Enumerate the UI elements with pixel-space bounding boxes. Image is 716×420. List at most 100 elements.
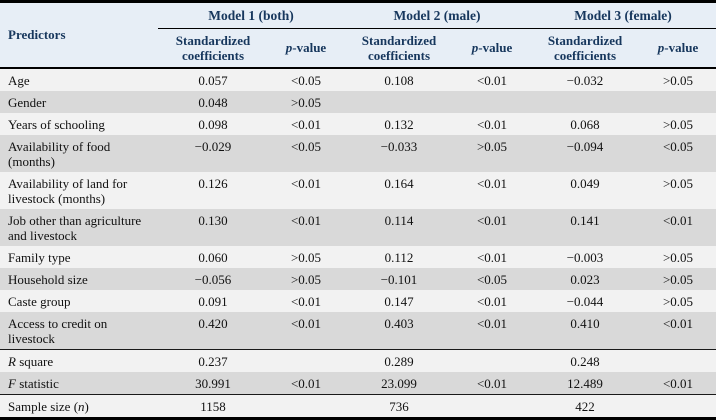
value-cell: 0.130 — [198, 213, 228, 228]
value-cell: 0.112 — [384, 250, 414, 265]
value-cell: <0.01 — [476, 294, 508, 309]
value-cell — [454, 394, 531, 419]
value-cell: 0.098 — [198, 117, 228, 132]
value-cell: 736 — [344, 394, 454, 419]
value-cell: 0.049 — [570, 176, 600, 191]
table-row: R square 0.237 0.289 0.248 — [0, 349, 716, 372]
value-cell: 0.420 — [198, 316, 228, 331]
value-cell: 422 — [530, 394, 641, 419]
value-cell: <0.01 — [476, 73, 508, 88]
value-cell: −0.044 — [566, 294, 604, 309]
table-row: Age 0.057 <0.05 0.108 <0.01 −0.032 >0.05 — [0, 68, 716, 91]
model2-header: Model 2 (male) — [344, 1, 531, 29]
value-cell: >0.05 — [662, 73, 694, 88]
predictors-column-header: Predictors — [0, 1, 158, 69]
predictor-label: Caste group — [8, 294, 71, 309]
value-cell — [454, 349, 531, 372]
value-cell: 0.248 — [530, 349, 641, 372]
value-cell — [268, 394, 344, 419]
value-cell — [640, 349, 716, 372]
value-cell — [268, 349, 344, 372]
table-row: Sample size (n) 1158 736 422 — [0, 394, 716, 419]
table-row: Job other than agriculture and livestock… — [0, 209, 716, 246]
model-header-row: Predictors Model 1 (both) Model 2 (male)… — [0, 1, 716, 69]
value-cell: −0.032 — [566, 73, 604, 88]
value-cell: 0.114 — [384, 213, 414, 228]
value-cell: <0.01 — [476, 250, 508, 265]
value-cell — [530, 91, 640, 113]
predictor-label: R square — [0, 349, 158, 372]
value-cell: 12.489 — [567, 376, 603, 391]
value-cell: <0.01 — [662, 213, 694, 228]
predictor-label: Sample size (n) — [0, 394, 158, 419]
table-row: Availability of land for livestock (mont… — [0, 172, 716, 209]
model3-pvalue-header: p-value — [640, 28, 716, 69]
value-cell: −0.101 — [380, 272, 418, 287]
value-cell — [454, 91, 530, 113]
predictor-label: F statistic — [8, 376, 59, 391]
value-cell: 0.403 — [384, 316, 414, 331]
table-row: Years of schooling 0.098 <0.01 0.132 <0.01 0.… — [0, 113, 716, 135]
value-cell: >0.05 — [662, 294, 694, 309]
value-cell: >0.05 — [662, 176, 694, 191]
table-row: Household size −0.056 >0.05 −0.101 <0.05 0.02… — [0, 268, 716, 290]
value-cell: <0.01 — [290, 117, 322, 132]
value-cell: 23.099 — [381, 376, 417, 391]
predictor-label: Job other than agriculture and livestock — [8, 213, 142, 243]
subheader-row: Standardized coefficients p-value Standa… — [0, 28, 716, 69]
model3-coefficients-header: Standardized coefficients — [530, 28, 641, 69]
value-cell: 0.057 — [198, 73, 228, 88]
model1-header: Model 1 (both) — [158, 1, 344, 29]
value-cell: 0.048 — [198, 95, 228, 110]
value-cell: >0.05 — [290, 250, 322, 265]
predictor-label: Availability of land for livestock (mont… — [8, 176, 128, 206]
predictor-label: Years of schooling — [8, 117, 105, 132]
value-cell: >0.05 — [662, 117, 694, 132]
value-cell: 0.068 — [570, 117, 600, 132]
value-cell: 30.991 — [195, 376, 231, 391]
value-cell: 0.289 — [344, 349, 454, 372]
value-cell: <0.01 — [476, 376, 508, 391]
value-cell: <0.01 — [476, 316, 508, 331]
value-cell: 0.126 — [198, 176, 228, 191]
value-cell — [640, 91, 716, 113]
model1-coefficients-header: Standardized coefficients — [158, 28, 268, 69]
table-row: Caste group 0.091 <0.01 0.147 <0.01 −0.044 >0.… — [0, 290, 716, 312]
value-cell: <0.05 — [662, 139, 694, 154]
value-cell: >0.05 — [290, 95, 322, 110]
table-row: F statistic 30.991 <0.01 23.099 <0.01 12.489 <… — [0, 372, 716, 395]
value-cell — [640, 394, 716, 419]
value-cell: >0.05 — [476, 139, 508, 154]
value-cell: <0.01 — [662, 316, 694, 331]
value-cell: 0.237 — [158, 349, 268, 372]
value-cell: 0.164 — [384, 176, 414, 191]
model1-pvalue-header: p-value — [268, 28, 344, 69]
value-cell: −0.094 — [566, 139, 604, 154]
predictor-label: Household size — [8, 272, 88, 287]
predictor-label: Gender — [8, 95, 47, 110]
value-cell: 0.091 — [198, 294, 228, 309]
value-cell: 1158 — [158, 394, 268, 419]
value-cell: <0.01 — [290, 213, 322, 228]
value-cell: <0.01 — [290, 316, 322, 331]
value-cell: 0.108 — [384, 73, 414, 88]
value-cell: 0.141 — [570, 213, 600, 228]
table-body: Age 0.057 <0.05 0.108 <0.01 −0.032 >0.05 Gender… — [0, 68, 716, 419]
table-row: Family type 0.060 >0.05 0.112 <0.01 −0.003 >0.… — [0, 246, 716, 268]
table-row: Availability of food (months) −0.029 <0.05… — [0, 135, 716, 172]
predictor-label: Age — [8, 73, 30, 88]
value-cell: 0.410 — [570, 316, 600, 331]
value-cell: −0.033 — [380, 139, 418, 154]
value-cell: <0.01 — [290, 176, 322, 191]
value-cell: >0.05 — [662, 250, 694, 265]
value-cell: >0.05 — [662, 272, 694, 287]
value-cell: <0.01 — [290, 376, 322, 391]
value-cell: <0.01 — [476, 117, 508, 132]
table-header: Predictors Model 1 (both) Model 2 (male)… — [0, 1, 716, 69]
table-row: Gender 0.048 >0.05 — [0, 91, 716, 113]
value-cell: −0.003 — [566, 250, 604, 265]
value-cell: −0.029 — [194, 139, 232, 154]
value-cell: >0.05 — [290, 272, 322, 287]
